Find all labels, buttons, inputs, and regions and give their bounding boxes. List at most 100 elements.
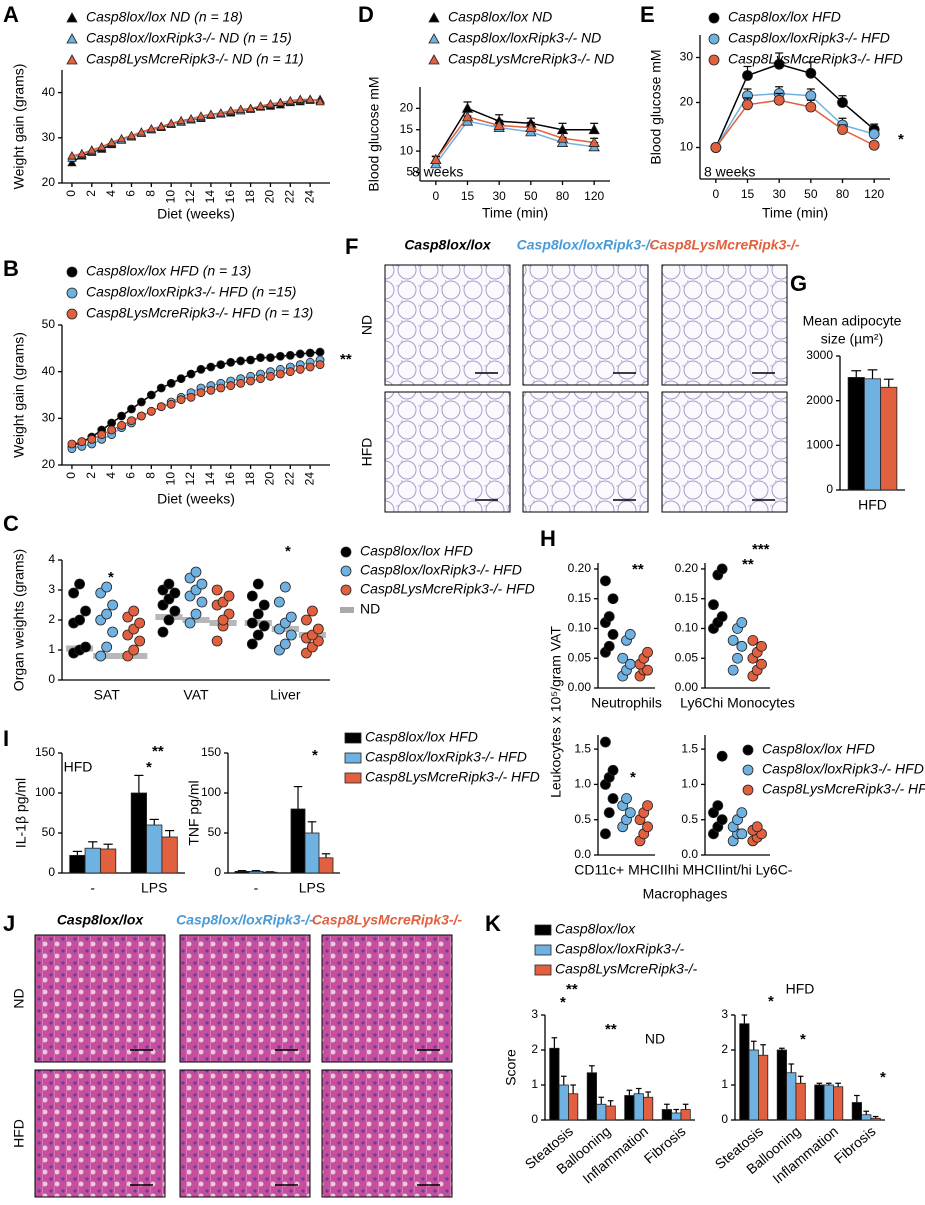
y-tick-label: 150 bbox=[201, 745, 221, 759]
x-tick-label: 20 bbox=[263, 472, 277, 486]
x-tick-label: 8 bbox=[144, 190, 158, 197]
y-tick-label: 100 bbox=[201, 785, 221, 799]
marker bbox=[805, 101, 817, 113]
marker bbox=[156, 121, 166, 131]
y-tick-label: 3 bbox=[531, 1007, 538, 1021]
marker bbox=[428, 12, 440, 23]
marker bbox=[97, 142, 107, 151]
y-tick-label: 4 bbox=[48, 552, 55, 566]
data-point bbox=[252, 578, 264, 590]
marker bbox=[265, 99, 276, 108]
panel-label: F bbox=[345, 234, 358, 259]
marker bbox=[340, 584, 352, 596]
panel-label: K bbox=[485, 911, 501, 936]
marker bbox=[226, 357, 236, 367]
marker bbox=[773, 94, 785, 106]
data-point bbox=[273, 596, 285, 608]
marker bbox=[246, 376, 255, 386]
bar bbox=[643, 1096, 654, 1121]
bar bbox=[863, 378, 882, 491]
y-tick-label: 30 bbox=[680, 50, 694, 64]
marker bbox=[315, 347, 325, 357]
y-tick-label: 40 bbox=[42, 364, 56, 378]
data-point bbox=[279, 581, 291, 593]
marker bbox=[255, 101, 266, 110]
x-tick-label: 20 bbox=[263, 190, 277, 204]
bar bbox=[758, 1054, 769, 1121]
x-tick-label: 0 bbox=[712, 187, 719, 201]
data-point bbox=[157, 626, 169, 638]
data-point bbox=[747, 634, 759, 646]
marker bbox=[266, 353, 275, 363]
annotation: ** bbox=[632, 561, 644, 578]
marker bbox=[66, 266, 78, 278]
panel-label: D bbox=[358, 2, 374, 27]
data-point bbox=[128, 644, 140, 656]
y-tick-label: 2 bbox=[721, 1042, 728, 1056]
data-point bbox=[246, 617, 258, 629]
data-point bbox=[642, 664, 653, 676]
x-tick-label: HFD bbox=[858, 497, 887, 513]
marker bbox=[206, 109, 216, 118]
legend-label: Casp8LysMcreRipk3-/- HFD bbox=[365, 769, 540, 785]
y-tick-label: 1.0 bbox=[574, 777, 591, 791]
data-point bbox=[607, 593, 619, 605]
data-point bbox=[642, 800, 653, 811]
marker bbox=[126, 130, 137, 140]
y-tick-label: 100 bbox=[35, 785, 55, 799]
marker bbox=[166, 118, 176, 127]
legend-label: Casp8LysMcreRipk3-/- HFD bbox=[728, 51, 903, 67]
marker bbox=[256, 353, 265, 363]
y-tick-label: 0.5 bbox=[681, 812, 698, 826]
series-line bbox=[715, 99, 875, 148]
marker bbox=[742, 764, 754, 776]
y-tick-label: 10 bbox=[680, 140, 694, 154]
x-tick-label: Fibrosis bbox=[641, 1123, 689, 1167]
data-point bbox=[211, 635, 223, 647]
data-point bbox=[196, 596, 208, 608]
y-tick-label: 0.15 bbox=[568, 591, 592, 605]
marker bbox=[87, 145, 97, 154]
annotation: ** bbox=[340, 351, 352, 368]
y-tick-label: 2 bbox=[48, 612, 55, 626]
bar bbox=[146, 824, 163, 874]
marker bbox=[106, 137, 117, 146]
marker bbox=[305, 348, 315, 358]
data-point bbox=[756, 640, 767, 652]
micrograph bbox=[179, 934, 311, 1063]
data-point bbox=[624, 807, 636, 819]
panel-label: H bbox=[540, 526, 556, 551]
marker bbox=[493, 119, 505, 130]
y-tick-label: 50 bbox=[208, 825, 222, 839]
y-tick-label: 0.20 bbox=[675, 561, 699, 575]
data-point bbox=[107, 599, 119, 611]
x-tick-label: 2 bbox=[84, 472, 98, 479]
marker bbox=[275, 351, 285, 361]
data-point bbox=[603, 807, 615, 819]
series-line bbox=[435, 107, 595, 161]
x-tick-label: 30 bbox=[492, 189, 506, 203]
x-axis-title: Diet (weeks) bbox=[157, 206, 235, 222]
x-tick-label: 10 bbox=[163, 190, 177, 204]
data-point bbox=[107, 626, 119, 638]
x-tick-label: 0 bbox=[432, 189, 439, 203]
x-tick-label: - bbox=[90, 880, 95, 896]
marker bbox=[77, 148, 87, 158]
data-point bbox=[736, 828, 748, 840]
bar bbox=[100, 848, 117, 874]
marker bbox=[156, 383, 166, 393]
series-line bbox=[715, 63, 875, 148]
x-tick-label: 18 bbox=[243, 190, 257, 204]
data-point bbox=[74, 614, 85, 626]
marker bbox=[246, 355, 255, 365]
bar bbox=[823, 1084, 834, 1121]
data-point bbox=[285, 611, 297, 623]
y-tick-label: 0 bbox=[531, 1112, 538, 1126]
x-group-label: Macrophages bbox=[643, 886, 728, 902]
data-point bbox=[80, 641, 91, 653]
subtitle: HFD bbox=[64, 759, 93, 775]
x-tick-label: 80 bbox=[836, 187, 850, 201]
x-axis-title: Diet (weeks) bbox=[157, 491, 235, 507]
bar bbox=[262, 871, 278, 874]
series-line bbox=[435, 116, 595, 161]
